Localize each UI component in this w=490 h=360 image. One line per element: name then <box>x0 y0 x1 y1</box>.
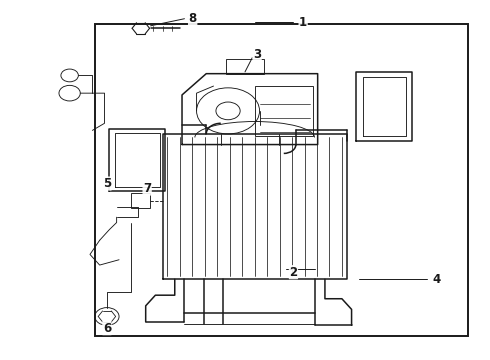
Text: 3: 3 <box>253 48 261 61</box>
Text: 8: 8 <box>189 12 197 25</box>
Text: 4: 4 <box>432 273 441 286</box>
Bar <box>131 193 149 208</box>
Text: 1: 1 <box>299 16 307 29</box>
Bar <box>95 24 468 336</box>
Bar <box>255 86 313 136</box>
Text: 5: 5 <box>103 177 111 190</box>
Text: 7: 7 <box>143 182 151 195</box>
Bar <box>225 59 265 74</box>
Text: 6: 6 <box>103 321 111 335</box>
Text: 2: 2 <box>290 266 297 279</box>
